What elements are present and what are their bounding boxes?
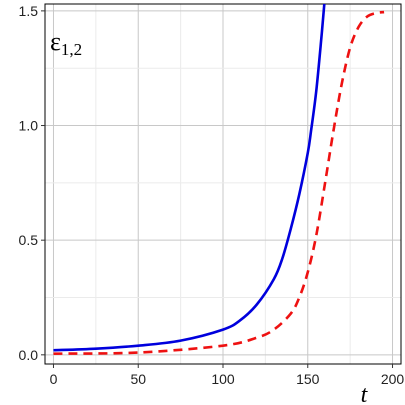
y-tick-label: 0.0 — [19, 347, 39, 363]
series-line-1 — [53, 4, 326, 352]
y-tick-label: 0.5 — [19, 232, 39, 248]
y-tick-label: 1.5 — [19, 3, 39, 19]
x-axis-title: t — [361, 382, 369, 405]
x-tick-label: 100 — [211, 371, 235, 387]
x-tick-label: 150 — [296, 371, 320, 387]
x-tick-label: 50 — [130, 371, 146, 387]
annotation-subscript: 1,2 — [61, 40, 82, 59]
series-layer — [53, 4, 385, 355]
ticks: 0 50 100 150 200 0.0 0.5 1.0 1.5 — [19, 3, 405, 387]
x-tick-label: 200 — [381, 371, 405, 387]
y-tick-label: 1.0 — [19, 118, 39, 134]
annotation-symbol: ε — [50, 27, 61, 56]
x-tick-label: 0 — [50, 371, 58, 387]
series-line-2 — [53, 10, 385, 355]
grid — [45, 4, 401, 364]
plot-annotation: ε1,2 — [50, 27, 82, 59]
